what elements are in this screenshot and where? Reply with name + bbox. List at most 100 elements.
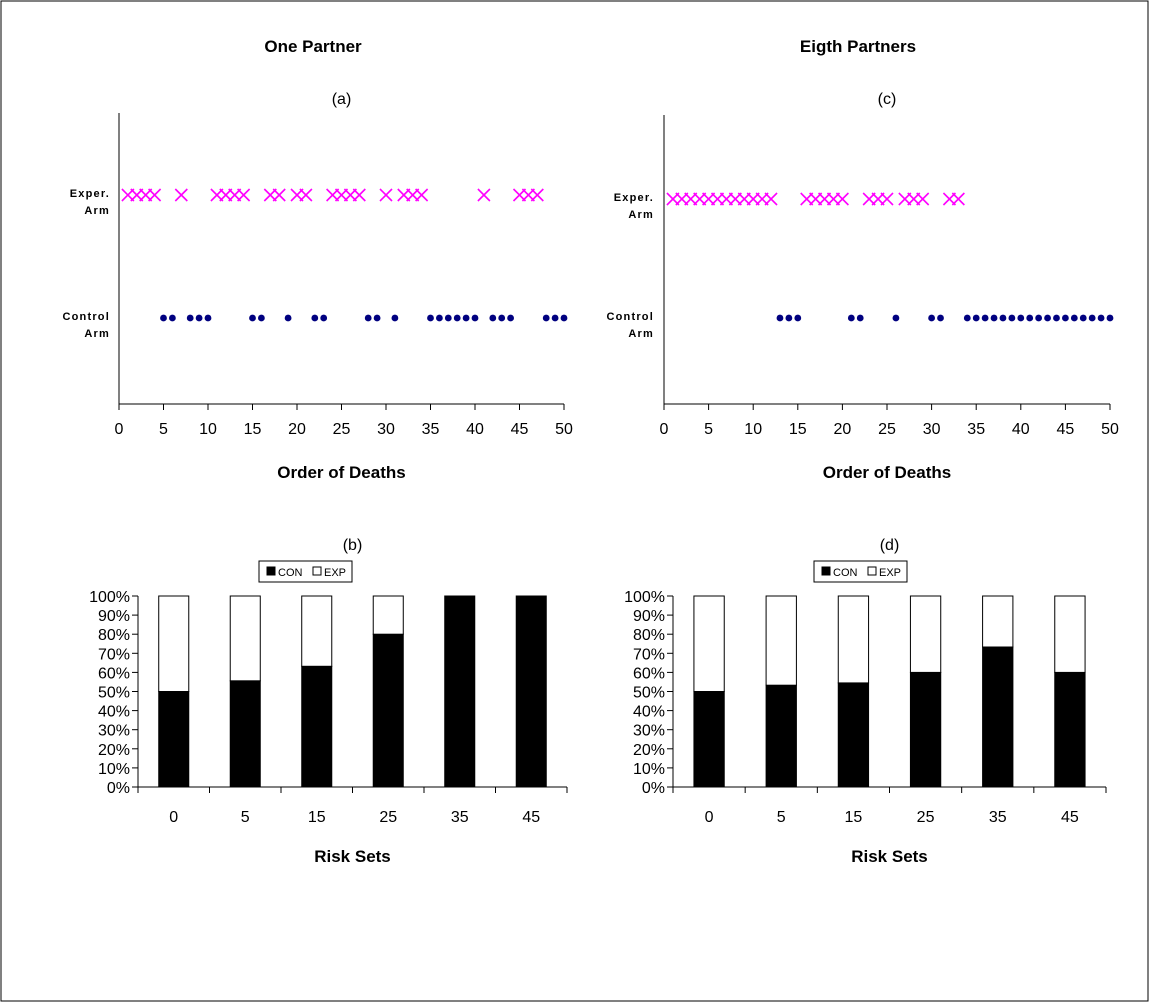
bar-segment-con [301, 665, 333, 788]
x-marker-point [880, 192, 894, 206]
bar-segment-con [693, 691, 725, 788]
x-tick-label: 50 [1101, 421, 1119, 438]
dot-marker-point [981, 314, 989, 322]
y-category-label: Arm [628, 328, 654, 340]
y-tick-label: 0% [107, 780, 130, 797]
x-tick-label: 0 [169, 809, 178, 826]
y-tick-label: 60% [633, 665, 665, 682]
dot-marker-point [462, 314, 470, 322]
y-tick-label: 30% [633, 723, 665, 740]
legend-swatch [312, 566, 322, 576]
x-tick-label: 35 [967, 421, 985, 438]
dot-marker-point [498, 314, 506, 322]
dot-marker-point [990, 314, 998, 322]
dot-marker-point [364, 314, 372, 322]
dot-marker-point [436, 314, 443, 322]
x-marker-point [764, 192, 778, 206]
x-tick-label: 45 [511, 421, 529, 438]
y-tick-label: 70% [633, 646, 665, 663]
bar-segment-con [837, 682, 870, 788]
x-tick-label: 35 [451, 809, 469, 826]
x-marker-point [272, 188, 286, 202]
dot-marker-point [1053, 314, 1060, 322]
x-marker-point [916, 192, 930, 206]
bar-segment-exp [372, 595, 404, 635]
y-category-label: Control [606, 311, 654, 323]
dot-marker-point [1044, 314, 1051, 322]
dot-marker-point [972, 314, 980, 322]
y-category-label: Arm [84, 328, 110, 340]
x-tick-label: 25 [917, 809, 935, 826]
legend-label: EXP [879, 567, 901, 579]
x-tick-label: 5 [241, 809, 250, 826]
bar-segment-con [909, 671, 942, 788]
legend-swatch [266, 566, 276, 576]
x-tick-label: 5 [159, 421, 168, 438]
bar-segment-exp [765, 595, 797, 686]
legend-box [258, 560, 353, 583]
panel-title: (a) [332, 91, 352, 108]
y-tick-label: 30% [98, 723, 130, 740]
legend-swatch [821, 566, 831, 576]
y-category-label: Control [62, 311, 110, 323]
x-tick-label: 5 [777, 809, 786, 826]
stacked-bar-panel-b: (b) CON EXP 0% 10% 20% 30% 40% 50% 60% 70% 80% 90% 10… [89, 537, 568, 866]
right-column-title: Eigth Partners [800, 37, 916, 56]
y-category-label: Arm [84, 205, 110, 217]
scatter-panel-c: (c) 0 5 10 15 20 25 30 35 40 45 50 Exper. Arm Control A… [606, 91, 1119, 482]
x-marker-point [352, 188, 366, 202]
dot-marker-point [892, 314, 900, 322]
dot-marker-point [320, 314, 328, 322]
bar-segment-con [982, 646, 1014, 788]
y-tick-label: 10% [98, 761, 130, 778]
legend: CON EXP [258, 560, 353, 583]
x-tick-label: 40 [1012, 421, 1030, 438]
bar-segment-exp [982, 595, 1014, 648]
stacked-bar-panel-d: (d) CON EXP 0% 10% 20% 30% 40% 50% 60% 70% 80% 90% 10… [624, 537, 1107, 866]
legend-swatch [867, 566, 877, 576]
dot-marker-point [258, 314, 265, 322]
y-tick-label: 20% [633, 742, 665, 759]
dot-marker-point [204, 314, 212, 322]
bar-segment-con [158, 691, 190, 788]
legend: CON EXP [813, 560, 908, 583]
dot-marker-point [186, 314, 194, 322]
dot-marker-point [785, 314, 793, 322]
x-marker-point [530, 188, 544, 202]
dot-marker-point [249, 314, 256, 322]
dot-marker-point [776, 314, 784, 322]
legend-label: EXP [324, 567, 346, 579]
dot-marker-point [471, 314, 479, 322]
bar-segment-con [229, 680, 261, 788]
x-axis-title: Risk Sets [314, 847, 391, 866]
x-marker-point [477, 188, 491, 202]
legend-label: CON [833, 567, 858, 579]
x-tick-label: 35 [422, 421, 440, 438]
panel-title: (d) [880, 537, 900, 554]
x-tick-label: 0 [705, 809, 714, 826]
x-tick-label: 10 [199, 421, 217, 438]
dot-marker-point [551, 314, 559, 322]
x-tick-label: 30 [377, 421, 395, 438]
y-tick-label: 80% [633, 627, 665, 644]
x-tick-label: 15 [244, 421, 262, 438]
dot-marker-point [311, 314, 319, 322]
x-tick-label: 25 [379, 809, 397, 826]
dot-marker-point [444, 314, 452, 322]
panel-title: (b) [343, 537, 363, 554]
dot-marker-point [1106, 314, 1114, 322]
dot-marker-point [856, 314, 864, 322]
y-category-label: Arm [628, 209, 654, 221]
x-tick-label: 15 [845, 809, 863, 826]
x-tick-label: 5 [704, 421, 713, 438]
bar-segment-con [765, 684, 797, 788]
y-tick-label: 50% [633, 685, 665, 702]
bar-segment-exp [158, 595, 190, 692]
y-tick-label: 90% [633, 608, 665, 625]
bar-segment-exp [693, 595, 725, 692]
y-tick-label: 50% [98, 685, 130, 702]
dot-marker-point [963, 314, 971, 322]
y-tick-label: 70% [98, 646, 130, 663]
dot-marker-point [542, 314, 550, 322]
x-marker-point [415, 188, 429, 202]
